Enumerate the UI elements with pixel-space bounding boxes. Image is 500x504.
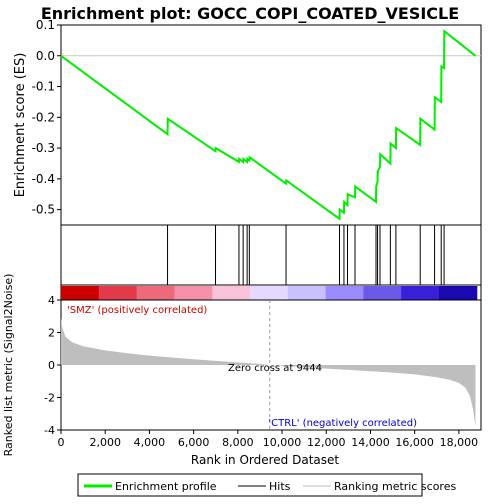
es-y-axis-label: Enrichment score (ES)	[13, 53, 28, 198]
metric-panel: 4 2 0 -2 -4 0 2,000 4,000 6,000 8,000 10,000 12,00…	[2, 274, 482, 467]
zero-cross-label: Zero cross at 9444	[228, 363, 322, 374]
x-tick-label: 18,000	[440, 436, 479, 449]
metric-y-tick-label: 0	[48, 359, 55, 372]
metric-y-axis-label: Ranked list metric (Signal2Noise)	[2, 274, 15, 457]
ranking-bar-segment	[98, 286, 138, 300]
metric-y-tick-label: 4	[48, 294, 55, 307]
x-tick-label: 10,000	[263, 436, 302, 449]
hits-frame	[60, 224, 482, 286]
legend-label-hits: Hits	[269, 480, 291, 493]
es-panel: 0.1 0.0 -0.1 -0.2 -0.3 -0.4 -0.5 Enrichment sc…	[13, 18, 482, 226]
ranking-bar-segment	[174, 286, 213, 300]
x-axis: 0 2,000 4,000 6,000 8,000 10,000 12,000 14,000 1…	[58, 430, 479, 449]
ranking-bar-segment	[325, 286, 364, 300]
es-plot-frame	[60, 24, 482, 226]
x-tick-label: 14,000	[351, 436, 390, 449]
x-tick-label: 0	[58, 436, 65, 449]
positive-correlation-label: 'SMZ' (positively correlated)	[67, 305, 207, 316]
ranking-bar-segment	[250, 286, 289, 300]
ranking-metric-area	[61, 317, 476, 427]
x-tick-label: 6,000	[178, 436, 210, 449]
enrichment-profile-line	[60, 29, 477, 221]
legend: Enrichment profile Hits Ranking metric s…	[77, 473, 456, 497]
negative-correlation-label: 'CTRL' (negatively correlated)	[268, 418, 417, 429]
legend-label-enrichment: Enrichment profile	[115, 480, 217, 493]
es-y-tick-label: -0.4	[32, 172, 55, 186]
es-y-tick-label: -0.2	[32, 110, 55, 124]
x-tick-label: 8,000	[222, 436, 254, 449]
x-tick-label: 16,000	[395, 436, 434, 449]
ranking-bar-segment	[61, 286, 100, 300]
metric-y-axis: 4 2 0 -2 -4	[44, 294, 61, 437]
ranking-color-bar	[60, 284, 482, 301]
legend-label-ranking: Ranking metric scores	[334, 480, 456, 493]
ranking-bar-segment	[287, 286, 327, 300]
es-y-tick-label: 0.1	[36, 18, 55, 32]
metric-y-tick-label: 2	[48, 327, 55, 340]
metric-y-tick-label: -2	[44, 392, 55, 405]
hits-layer	[167, 225, 445, 285]
ranking-bar-segment	[401, 286, 440, 300]
es-y-tick-label: -0.5	[32, 203, 55, 217]
es-curve-layer	[60, 29, 477, 221]
ranking-bar-segments	[61, 286, 478, 300]
es-y-axis: 0.1 0.0 -0.1 -0.2 -0.3 -0.4 -0.5	[32, 18, 61, 217]
metric-y-tick-label: -4	[44, 424, 55, 437]
hits-panel	[60, 224, 482, 286]
ranking-bar-segment	[439, 286, 478, 300]
metric-fill-layer	[61, 317, 476, 427]
es-y-tick-label: -0.1	[32, 80, 55, 94]
ranking-bar-segment	[212, 286, 251, 300]
x-axis-label: Rank in Ordered Dataset	[191, 453, 339, 467]
ranking-bar-segment	[136, 286, 175, 300]
x-tick-label: 12,000	[307, 436, 346, 449]
x-tick-label: 4,000	[134, 436, 166, 449]
es-y-tick-label: 0.0	[36, 49, 55, 63]
legend-frame	[77, 473, 423, 497]
chart-title: Enrichment plot: GOCC_COPI_COATED_VESICL…	[41, 4, 459, 23]
x-tick-label: 2,000	[89, 436, 121, 449]
ranking-bar-segment	[363, 286, 402, 300]
es-y-tick-label: -0.3	[32, 141, 55, 155]
